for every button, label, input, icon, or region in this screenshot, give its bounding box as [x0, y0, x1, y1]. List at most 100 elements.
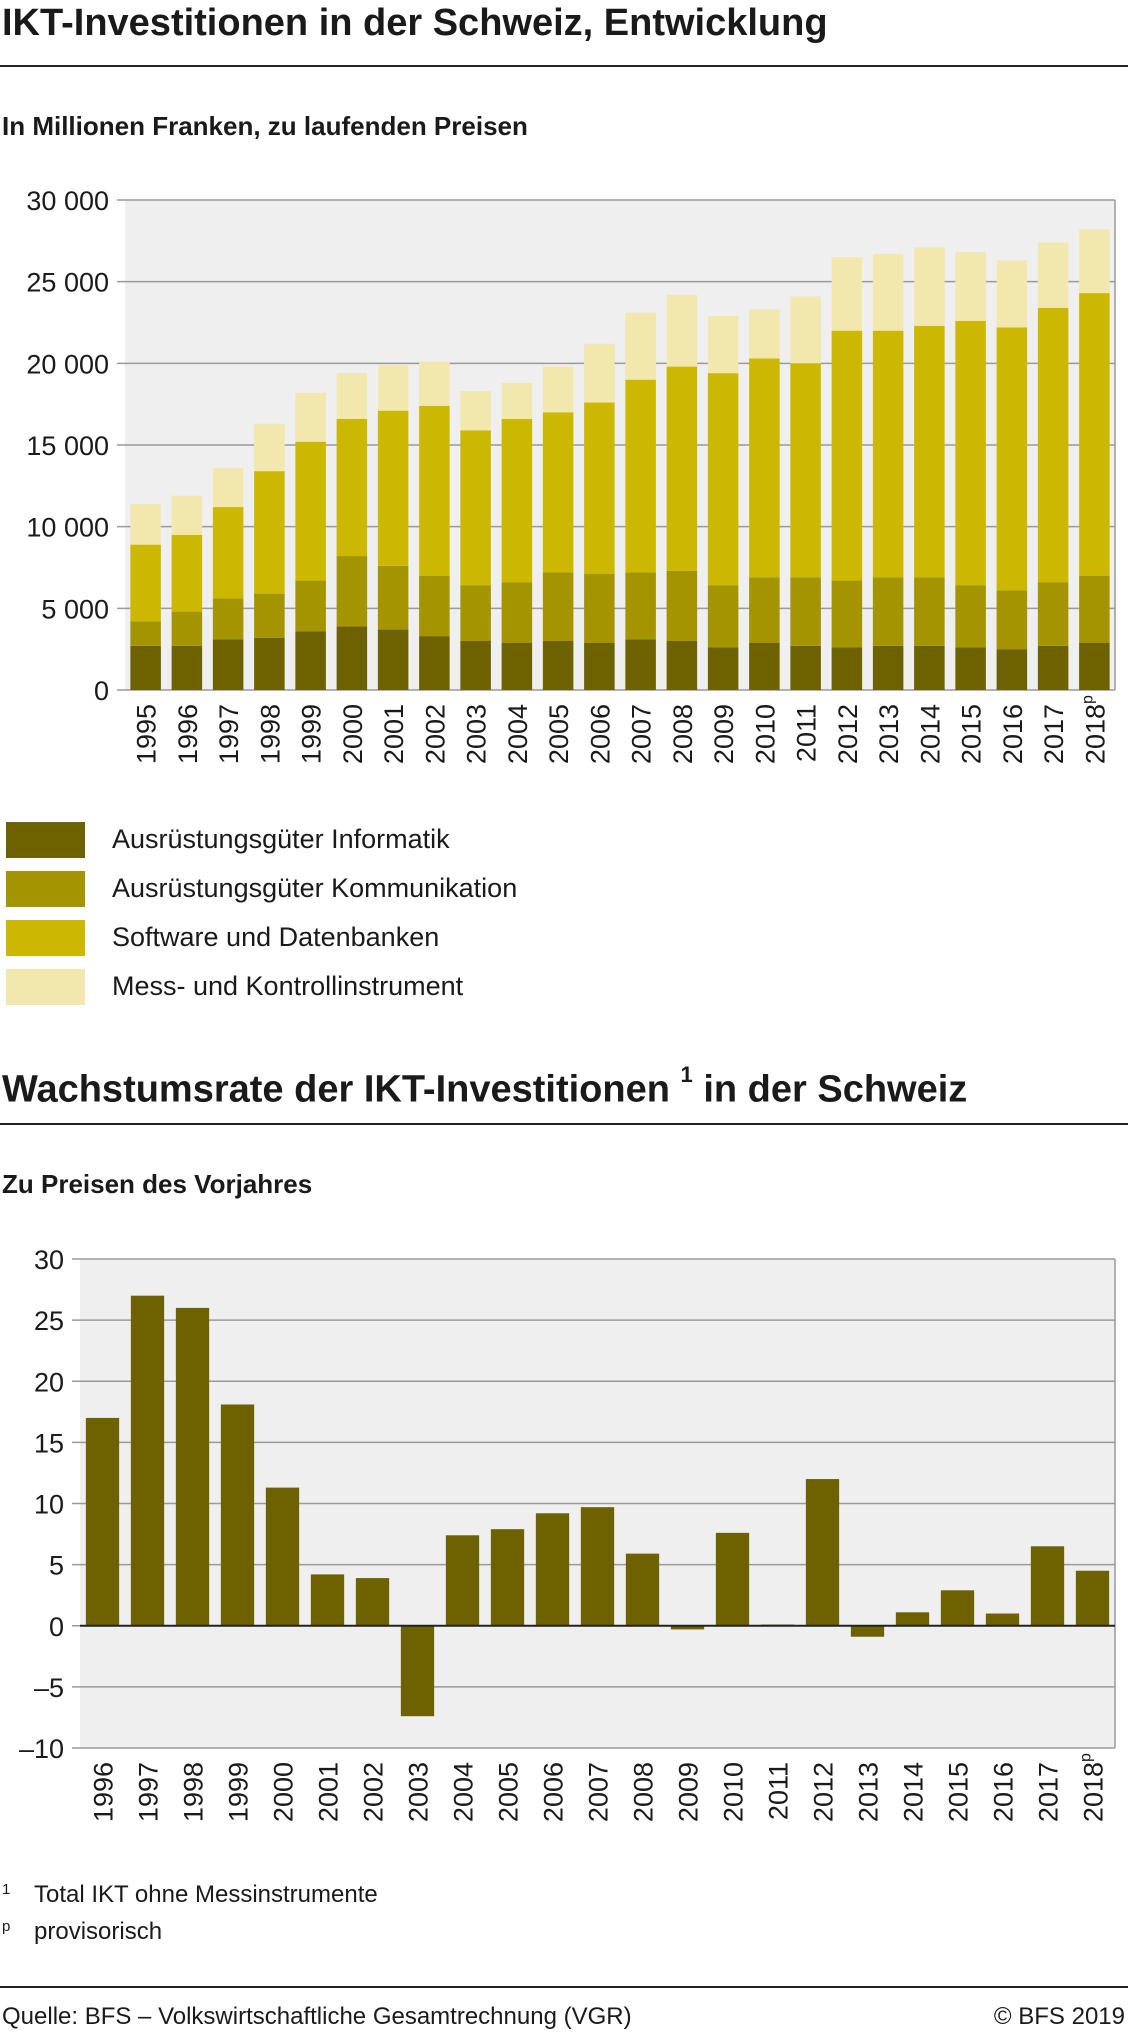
- y-tick-label: 20: [34, 1367, 64, 1397]
- x-tick-label: 2007: [627, 704, 657, 764]
- chart2-title-suffix: in der Schweiz: [703, 1068, 968, 1111]
- source-note: Quelle: BFS – Volkswirtschaftliche Gesam…: [2, 2003, 632, 2030]
- bar-segment: [584, 343, 615, 403]
- bar-segment: [914, 577, 945, 646]
- legend-item: Mess- und Kontrollinstrument: [6, 962, 517, 1011]
- x-tick-label: 2005: [494, 1762, 524, 1822]
- bar-segment: [130, 621, 161, 646]
- bar-segment: [914, 247, 945, 326]
- x-tick-label: 2018: [1079, 1762, 1109, 1822]
- bar-segment: [749, 358, 780, 578]
- bar-segment: [584, 642, 615, 690]
- bar-segment: [212, 639, 244, 690]
- bar: [130, 1295, 165, 1626]
- bar-segment: [1037, 242, 1069, 308]
- bar-segment: [419, 575, 450, 637]
- footnotes: 1 Total IKT ohne Messinstrumente p provi…: [0, 1878, 378, 1952]
- x-tick-label: 2002: [420, 704, 450, 764]
- legend-label-messinstrumente: Mess- und Kontrollinstrument: [112, 971, 464, 1001]
- bar: [265, 1487, 300, 1626]
- x-tick-label: 2017: [1039, 704, 1069, 764]
- bar-segment: [542, 366, 574, 413]
- bar-segment: [996, 327, 1028, 591]
- bar-segment: [1079, 293, 1110, 576]
- x-tick-label: 2018: [1080, 704, 1110, 764]
- y-tick-label: 20 000: [26, 349, 109, 379]
- bar: [1075, 1570, 1110, 1626]
- x-tick-label: 1998: [255, 704, 285, 764]
- bar: [535, 1513, 570, 1626]
- bar-segment: [542, 412, 574, 573]
- bar: [895, 1612, 930, 1626]
- x-tick-label: 1995: [132, 704, 162, 764]
- y-tick-label: 25 000: [26, 268, 109, 298]
- bar-segment: [996, 590, 1028, 650]
- y-tick-label: 5: [49, 1551, 64, 1581]
- bar-segment: [790, 363, 821, 578]
- copyright: © BFS 2019: [993, 2003, 1125, 2030]
- bar-segment: [501, 642, 533, 690]
- bar-segment: [501, 418, 533, 583]
- x-tick-label: 2008: [668, 704, 698, 764]
- bar-segment: [336, 418, 368, 557]
- y-tick-label: 25: [34, 1306, 64, 1336]
- bar-segment: [295, 580, 326, 632]
- x-tick-label: 2010: [750, 704, 780, 764]
- bar-segment: [130, 645, 161, 690]
- bar-segment: [460, 585, 491, 641]
- x-tick-label: 2009: [709, 704, 739, 764]
- bar-segment: [584, 402, 615, 575]
- bar-segment: [171, 645, 203, 690]
- x-tick-label: 1997: [134, 1762, 164, 1822]
- bar: [85, 1417, 120, 1626]
- bar: [175, 1307, 210, 1626]
- bar-segment: [295, 441, 326, 581]
- bar-segment: [831, 330, 863, 581]
- bar-segment: [914, 325, 945, 578]
- legend-item: Ausrüstungsgüter Informatik: [6, 815, 517, 864]
- chart2-title-footnote-mark: 1: [680, 1062, 693, 1087]
- bar-segment: [254, 593, 285, 638]
- legend-label-kommunikation: Ausrüstungsgüter Kommunikation: [112, 873, 518, 903]
- y-tick-label: 10 000: [26, 513, 109, 543]
- bar-segment: [171, 534, 203, 612]
- chart2-title-main: Wachstumsrate der IKT-Investitionen: [2, 1068, 670, 1111]
- bar-segment: [707, 315, 739, 374]
- y-tick-label: 5 000: [41, 594, 109, 624]
- x-tick-label: 2014: [915, 704, 945, 764]
- bar: [940, 1590, 975, 1626]
- bar: [220, 1404, 255, 1626]
- bar: [715, 1532, 750, 1626]
- bar: [400, 1625, 435, 1717]
- x-tick-label: 2013: [874, 704, 904, 764]
- bar-segment: [666, 294, 698, 367]
- y-tick-label: 30: [34, 1245, 64, 1275]
- bar-segment: [666, 366, 698, 571]
- x-tick-label: 2001: [379, 704, 409, 764]
- x-tick-label: 1996: [173, 704, 203, 764]
- bar-segment: [336, 626, 368, 690]
- x-tick-label: 2010: [719, 1762, 749, 1822]
- bar-segment: [336, 373, 368, 419]
- y-tick-label: 15: [34, 1428, 64, 1458]
- bar-segment: [501, 382, 533, 419]
- chart1-subtitle: In Millionen Franken, zu laufenden Preis…: [2, 111, 528, 141]
- y-tick-label: 0: [94, 676, 109, 706]
- x-tick-label: 2016: [998, 704, 1028, 764]
- bar-segment: [1079, 575, 1110, 643]
- bar-segment: [501, 582, 533, 643]
- x-tick-label: 2014: [899, 1762, 929, 1822]
- bar-segment: [460, 641, 491, 690]
- x-tick-label: 1998: [179, 1762, 209, 1822]
- chart1-stacked-bar-chart: 0 5 000 10 000 15 000 20 000 25 000 30 000 1995…: [26, 186, 1116, 764]
- x-tick-label: 1999: [297, 704, 327, 764]
- y-tick-label: 30 000: [26, 186, 109, 216]
- bar-segment: [130, 544, 161, 622]
- bar-segment: [790, 577, 821, 646]
- bar-segment: [419, 405, 450, 576]
- bar-segment: [1037, 582, 1069, 646]
- x-tick-label: 2016: [989, 1762, 1019, 1822]
- bar-segment: [419, 361, 450, 406]
- bar: [445, 1535, 480, 1626]
- legend-swatch-software: [6, 919, 85, 956]
